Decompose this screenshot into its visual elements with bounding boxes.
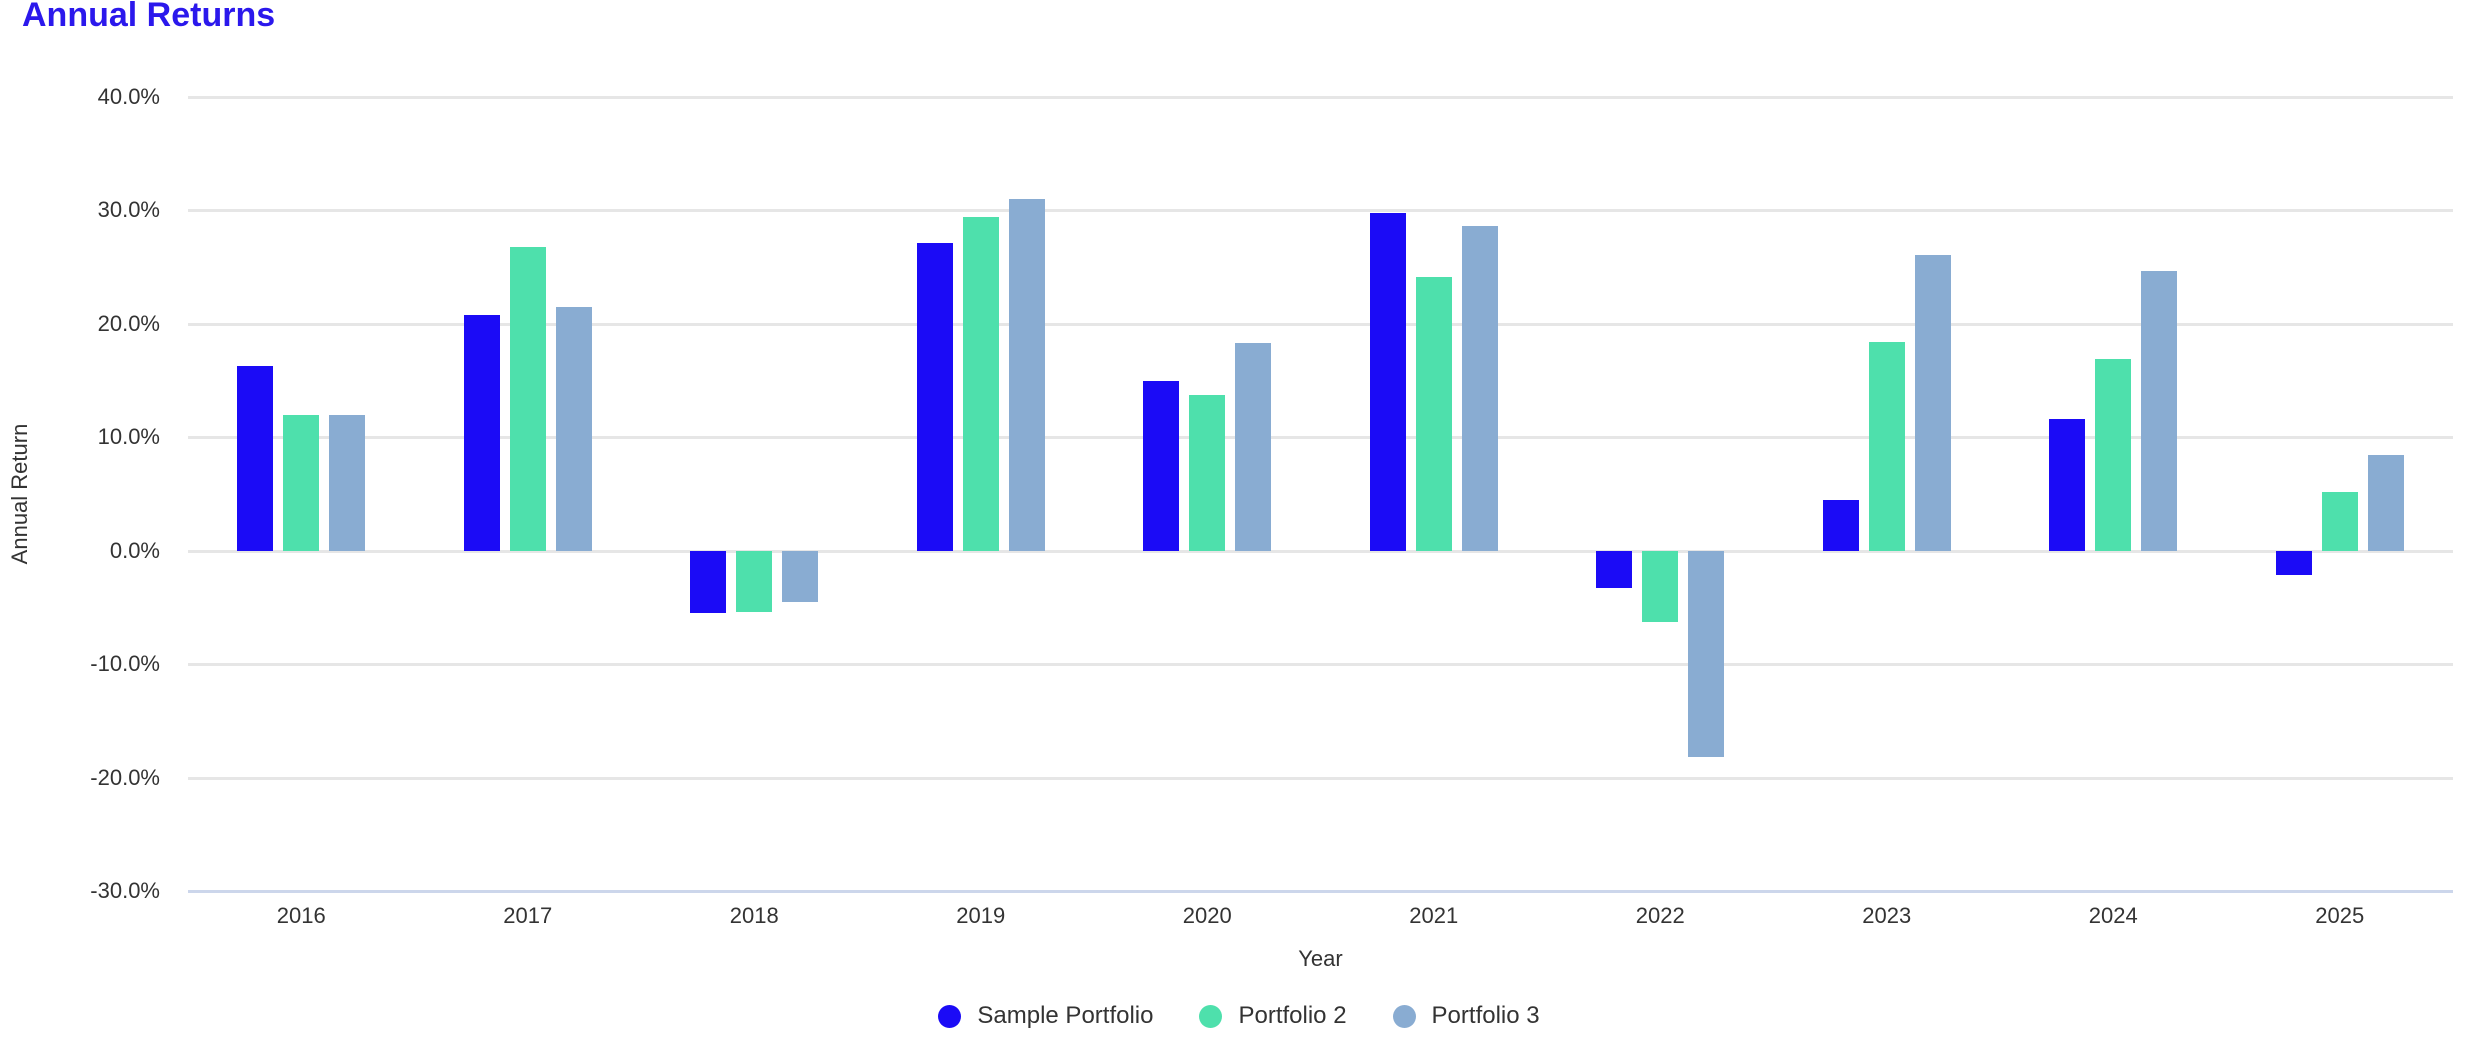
x-tick-label-2017: 2017 — [503, 903, 553, 928]
bar-portfolio-2-2023[interactable] — [1868, 342, 1905, 551]
bar-sample-portfolio-2016[interactable] — [237, 365, 274, 551]
bar-portfolio-3-2024[interactable] — [2141, 270, 2178, 551]
legend-label: Portfolio 2 — [1238, 1002, 1347, 1029]
x-tick-label-2024: 2024 — [2088, 903, 2138, 928]
legend-marker-icon — [1392, 1004, 1416, 1028]
x-tick-label-2022: 2022 — [1635, 903, 1685, 928]
legend-item-portfolio-3[interactable]: Portfolio 3 — [1392, 1002, 1540, 1030]
legend-label: Portfolio 3 — [1431, 1002, 1540, 1029]
gridline-40.0% — [188, 96, 2453, 99]
legend-item-sample-portfolio[interactable]: Sample Portfolio — [938, 1002, 1153, 1030]
y-tick-label: -20.0% — [90, 764, 160, 790]
bar-portfolio-3-2025[interactable] — [2367, 455, 2404, 551]
gridline-30.0% — [188, 209, 2453, 213]
legend-label: Sample Portfolio — [977, 1002, 1154, 1029]
x-tick-label-2020: 2020 — [1182, 903, 1232, 928]
y-tick-label: -10.0% — [90, 651, 160, 677]
legend-marker-icon — [938, 1004, 962, 1028]
bar-sample-portfolio-2018[interactable] — [690, 550, 727, 614]
gridline--30.0% — [188, 890, 2453, 893]
x-tick-label-2016: 2016 — [276, 903, 326, 928]
bar-portfolio-2-2022[interactable] — [1642, 550, 1679, 623]
bar-sample-portfolio-2020[interactable] — [1143, 380, 1180, 551]
bar-portfolio-3-2018[interactable] — [782, 550, 819, 602]
x-tick-label-2018: 2018 — [729, 903, 779, 928]
bar-portfolio-2-2018[interactable] — [736, 550, 773, 612]
bar-portfolio-2-2020[interactable] — [1189, 395, 1226, 551]
x-tick-label-2019: 2019 — [956, 903, 1006, 928]
bar-sample-portfolio-2023[interactable] — [1822, 499, 1859, 551]
bar-sample-portfolio-2025[interactable] — [2275, 550, 2312, 575]
legend-marker-icon — [1199, 1004, 1223, 1028]
bar-portfolio-2-2016[interactable] — [283, 414, 320, 551]
gridline-10.0% — [188, 436, 2453, 440]
gridline-20.0% — [188, 322, 2453, 326]
y-tick-label: 10.0% — [97, 424, 160, 450]
y-tick-label: 20.0% — [97, 310, 160, 336]
bar-sample-portfolio-2019[interactable] — [916, 243, 953, 551]
chart-title: Annual Returns — [22, 0, 276, 34]
gridline--20.0% — [188, 776, 2453, 780]
legend: Sample Portfolio Portfolio 2 Portfolio 3 — [0, 1002, 2478, 1030]
x-tick-label-2023: 2023 — [1862, 903, 1912, 928]
bar-portfolio-3-2022[interactable] — [1688, 550, 1725, 758]
bar-portfolio-3-2017[interactable] — [555, 306, 592, 551]
y-tick-label: 0.0% — [109, 537, 160, 563]
gridline-0.0% — [188, 549, 2453, 553]
y-tick-label: -30.0% — [90, 878, 160, 903]
plot-area — [188, 96, 2453, 893]
bar-portfolio-3-2016[interactable] — [329, 414, 366, 551]
bar-portfolio-2-2019[interactable] — [962, 217, 999, 551]
gridline--10.0% — [188, 663, 2453, 667]
bar-portfolio-3-2019[interactable] — [1008, 199, 1045, 551]
bar-portfolio-2-2017[interactable] — [509, 246, 546, 551]
bar-portfolio-3-2020[interactable] — [1235, 343, 1272, 551]
bar-sample-portfolio-2022[interactable] — [1596, 550, 1633, 589]
bar-portfolio-2-2025[interactable] — [2321, 491, 2358, 551]
x-tick-label-2021: 2021 — [1409, 903, 1459, 928]
bar-portfolio-2-2024[interactable] — [2095, 359, 2132, 551]
y-tick-label: 30.0% — [97, 197, 160, 223]
x-axis-title: Year — [1298, 946, 1343, 971]
bar-portfolio-3-2023[interactable] — [1914, 254, 1951, 551]
y-tick-label: 40.0% — [97, 84, 160, 109]
x-tick-label-2025: 2025 — [2315, 903, 2365, 928]
bar-sample-portfolio-2024[interactable] — [2049, 419, 2086, 551]
bar-sample-portfolio-2017[interactable] — [463, 314, 500, 551]
bar-portfolio-3-2021[interactable] — [1461, 226, 1498, 551]
legend-item-portfolio-2[interactable]: Portfolio 2 — [1199, 1002, 1347, 1030]
y-axis-title: Annual Return — [7, 423, 32, 565]
bar-portfolio-2-2021[interactable] — [1415, 277, 1452, 551]
bar-sample-portfolio-2021[interactable] — [1369, 212, 1406, 551]
